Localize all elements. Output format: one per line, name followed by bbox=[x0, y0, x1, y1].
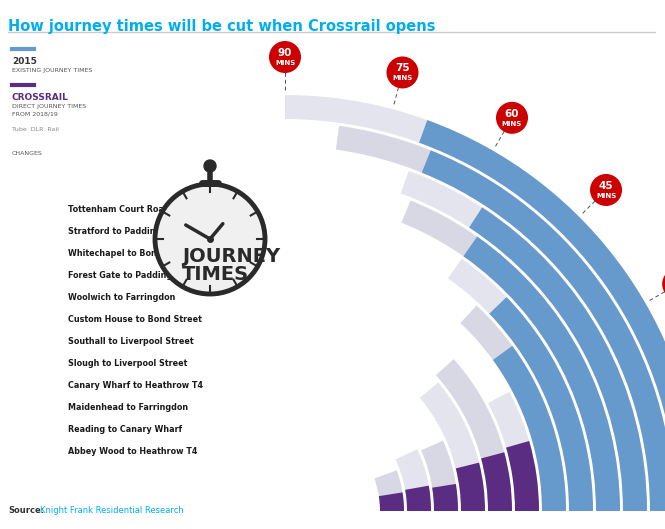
Text: Tube  DLR  Rail: Tube DLR Rail bbox=[12, 127, 59, 132]
Text: DIRECT JOURNEY TIMES: DIRECT JOURNEY TIMES bbox=[12, 104, 86, 109]
Wedge shape bbox=[493, 346, 566, 511]
Circle shape bbox=[662, 268, 665, 300]
Text: 75: 75 bbox=[395, 63, 410, 74]
Text: 45: 45 bbox=[598, 181, 613, 191]
Wedge shape bbox=[488, 392, 539, 511]
Text: MINS: MINS bbox=[392, 76, 412, 81]
Circle shape bbox=[269, 41, 301, 73]
Wedge shape bbox=[489, 297, 593, 511]
Text: TIMES: TIMES bbox=[182, 264, 249, 284]
Wedge shape bbox=[396, 449, 431, 511]
Text: Maidenhead to Farringdon: Maidenhead to Farringdon bbox=[68, 403, 188, 412]
Wedge shape bbox=[336, 126, 665, 511]
Text: MINS: MINS bbox=[275, 60, 295, 66]
Circle shape bbox=[156, 186, 263, 293]
Wedge shape bbox=[400, 171, 647, 511]
Text: Forest Gate to Paddington: Forest Gate to Paddington bbox=[68, 270, 187, 279]
Wedge shape bbox=[285, 95, 665, 511]
Text: Canary Wharf to Heathrow T4: Canary Wharf to Heathrow T4 bbox=[68, 380, 203, 389]
Text: MINS: MINS bbox=[502, 121, 522, 127]
Text: Southall to Liverpool Street: Southall to Liverpool Street bbox=[68, 336, 194, 345]
Wedge shape bbox=[422, 150, 665, 511]
Wedge shape bbox=[405, 486, 431, 511]
Text: Tottenham Court Road to Canary Wharf: Tottenham Court Road to Canary Wharf bbox=[68, 205, 247, 214]
Wedge shape bbox=[460, 305, 566, 511]
Wedge shape bbox=[456, 463, 485, 511]
Text: MINS: MINS bbox=[596, 193, 616, 199]
Text: 90: 90 bbox=[278, 48, 292, 58]
Text: Reading to Canary Wharf: Reading to Canary Wharf bbox=[68, 424, 182, 433]
Text: CHANGES: CHANGES bbox=[12, 151, 43, 156]
Text: How journey times will be cut when Crossrail opens: How journey times will be cut when Cross… bbox=[8, 19, 436, 34]
Text: Source:: Source: bbox=[8, 506, 44, 515]
Text: 60: 60 bbox=[505, 109, 519, 119]
Wedge shape bbox=[432, 484, 458, 511]
Text: FROM 2018/19: FROM 2018/19 bbox=[12, 112, 58, 117]
Wedge shape bbox=[419, 120, 665, 511]
Text: Woolwich to Farringdon: Woolwich to Farringdon bbox=[68, 293, 176, 302]
Circle shape bbox=[204, 160, 216, 172]
Text: Whitechapel to Bond Street: Whitechapel to Bond Street bbox=[68, 249, 194, 258]
Wedge shape bbox=[469, 207, 647, 511]
Wedge shape bbox=[379, 492, 404, 511]
Wedge shape bbox=[436, 359, 512, 511]
Text: JOURNEY: JOURNEY bbox=[182, 248, 280, 267]
Text: Abbey Wood to Heathrow T4: Abbey Wood to Heathrow T4 bbox=[68, 446, 198, 455]
Wedge shape bbox=[402, 200, 620, 511]
Wedge shape bbox=[464, 236, 620, 511]
Text: 2015: 2015 bbox=[12, 57, 37, 66]
Wedge shape bbox=[481, 452, 512, 511]
Wedge shape bbox=[421, 441, 458, 511]
Wedge shape bbox=[448, 259, 593, 511]
Circle shape bbox=[590, 174, 622, 206]
Text: Knight Frank Residential Research: Knight Frank Residential Research bbox=[40, 506, 184, 515]
Text: EXISTING JOURNEY TIMES: EXISTING JOURNEY TIMES bbox=[12, 68, 92, 73]
Text: Custom House to Bond Street: Custom House to Bond Street bbox=[68, 315, 202, 324]
Circle shape bbox=[386, 57, 418, 88]
Text: Stratford to Paddington: Stratford to Paddington bbox=[68, 226, 176, 235]
Text: CROSSRAIL: CROSSRAIL bbox=[12, 93, 69, 102]
Circle shape bbox=[496, 102, 528, 134]
Wedge shape bbox=[506, 441, 539, 511]
Wedge shape bbox=[374, 470, 404, 511]
Wedge shape bbox=[420, 382, 485, 511]
Text: Slough to Liverpool Street: Slough to Liverpool Street bbox=[68, 359, 188, 368]
